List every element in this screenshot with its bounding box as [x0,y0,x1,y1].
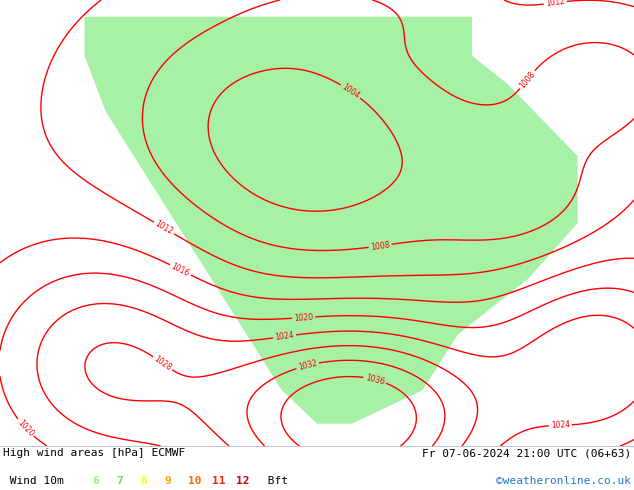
Text: 10: 10 [188,476,202,486]
Text: 6: 6 [92,476,99,486]
Text: 12: 12 [236,476,250,486]
Text: Bft: Bft [261,476,288,486]
Text: 1024: 1024 [275,331,295,342]
Text: Fr 07-06-2024 21:00 UTC (06+63): Fr 07-06-2024 21:00 UTC (06+63) [422,448,631,458]
Text: 1016: 1016 [170,262,191,278]
Text: 8: 8 [140,476,147,486]
Text: 1036: 1036 [365,373,385,386]
Text: 1008: 1008 [370,240,391,251]
Text: 1012: 1012 [545,0,566,8]
Text: 1028: 1028 [152,354,173,372]
Text: 1024: 1024 [550,420,570,430]
Text: ©weatheronline.co.uk: ©weatheronline.co.uk [496,476,631,486]
Text: 1012: 1012 [153,219,174,237]
Text: 1020: 1020 [16,418,36,438]
Text: 1004: 1004 [340,82,361,100]
Text: 11: 11 [212,476,226,486]
Text: 9: 9 [164,476,171,486]
Polygon shape [84,17,578,423]
Text: High wind areas [hPa] ECMWF: High wind areas [hPa] ECMWF [3,448,185,458]
Text: 1032: 1032 [297,359,318,372]
Text: 1020: 1020 [294,313,314,322]
Text: Wind 10m: Wind 10m [3,476,64,486]
Text: 7: 7 [116,476,123,486]
Text: 1008: 1008 [518,69,537,90]
